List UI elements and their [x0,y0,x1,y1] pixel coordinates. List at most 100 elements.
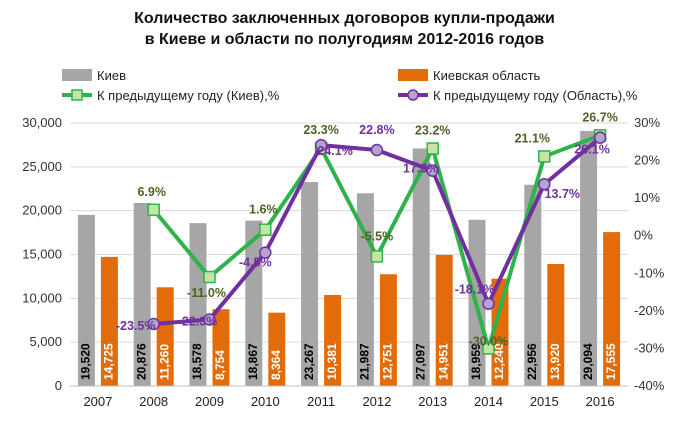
bar-label-oblast: 14,725 [102,343,116,380]
data-label-oblast: 26.1% [574,143,609,157]
y-right-tick-label: -10% [634,265,665,280]
chart-title-line1: Количество заключенных договоров купли-п… [134,10,555,27]
line-series-oblast: -23.5% -22.3% -4.5% 24.1% 22.8% 17.3% -18.1% 13… [116,123,610,333]
point-kiev [426,142,439,155]
bar-label-kiev: 22,956 [525,343,539,380]
data-label-oblast: -23.5% [116,319,156,333]
point-kiev [538,150,551,163]
data-label-kiev: 21.1% [515,131,550,145]
point-oblast [426,164,439,177]
bar-label-oblast: 13,920 [548,343,562,380]
chart-title: Количество заключенных договоров купли-п… [0,8,689,50]
y-axis-right: -40% -30% -20% -10% 0% 10% 20% 30% [634,115,665,393]
point-kiev [370,250,384,263]
bars [77,130,621,386]
y-left-tick-label: 30,000 [22,115,62,130]
x-tick-label: 2007 [83,394,112,409]
chart-title-line2: в Киеве и области по полугодиям 2012-201… [144,31,545,48]
bar-oblast [491,278,509,386]
point-oblast [593,131,607,144]
legend-oblast-label: Киевская область [433,68,541,83]
legend-oblast-swatch [398,69,428,81]
bar-kiev [77,214,95,386]
x-tick-label: 2012 [362,394,391,409]
y-left-tick-label: 10,000 [22,290,62,305]
data-label-kiev: 1.6% [249,203,278,217]
bar-oblast [324,294,342,386]
point-oblast [538,177,551,191]
bar-label-oblast: 8,364 [269,350,283,380]
point-kiev [259,223,272,236]
bar-label-kiev: 23,267 [302,343,316,380]
bar-oblast [212,309,230,386]
y-left-tick-label: 5,000 [29,334,62,349]
bar-label-kiev: 18,578 [190,343,204,380]
bar-label-kiev: 18,959 [469,343,483,380]
bar-label-oblast: 17,555 [604,343,618,380]
bar-label-kiev: 20,876 [134,343,148,380]
data-label-oblast: 24.1% [317,144,352,158]
bar-label-kiev: 18,867 [246,343,260,380]
legend-kiev-label: Киев [97,68,126,83]
data-label-kiev: -11.0% [187,286,226,300]
y-right-tick-label: -40% [634,378,665,393]
bar-label-oblast: 14,951 [436,343,450,380]
data-label-oblast: -18.1% [455,283,495,297]
x-axis: 2007 2008 2009 2010 2011 2012 2013 2014 2015 2016 [83,394,614,409]
bar-label-oblast: 10,381 [325,343,339,380]
data-label-kiev: 26.7% [582,110,617,124]
bar-oblast [435,254,453,386]
point-oblast [314,138,328,152]
legend: Киев Киевская область К предыдущему году (… [62,68,638,103]
y-right-tick-label: 30% [634,115,660,130]
bar-label-oblast: 8,754 [213,350,227,380]
y-left-tick-label: 20,000 [22,203,62,218]
data-label-oblast: 17.3% [403,162,438,176]
data-label-oblast: 13.7% [545,187,580,201]
bar-label-kiev: 21,987 [358,343,372,380]
bar-kiev [580,130,598,386]
bar-label-oblast: 12,751 [381,343,395,380]
point-oblast [482,297,495,310]
legend-kiev-change-label: К предыдущему году (Киев),% [97,88,280,103]
x-tick-label: 2010 [251,394,280,409]
data-label-kiev: 23.3% [303,123,338,137]
data-label-kiev: 23.2% [415,124,450,138]
bar-oblast [603,232,621,386]
y-axis-left: 0 5,000 10,000 15,000 20,000 25,000 30,000 [22,115,62,393]
data-label-kiev: -5.5% [361,229,394,243]
bar-kiev [301,182,319,386]
bar-label-kiev: 19,520 [79,343,93,380]
y-left-tick-label: 25,000 [22,159,62,174]
y-left-tick-label: 15,000 [22,247,62,262]
bar-label-oblast: 11,260 [157,344,171,380]
point-oblast [259,246,272,259]
legend-oblast-change-label: К предыдущему году (Область),% [433,88,638,103]
y-right-tick-label: 0% [634,228,653,243]
bar-kiev [133,202,151,386]
y-right-tick-label: -20% [634,303,665,318]
x-tick-label: 2015 [530,394,559,409]
bar-kiev [524,184,542,386]
point-oblast [147,317,160,331]
bar-oblast [379,274,397,386]
point-kiev [147,203,160,217]
data-label-kiev: -30.0% [469,334,509,348]
legend-oblast-change-swatch-marker [407,89,419,101]
x-tick-label: 2009 [195,394,224,409]
x-tick-label: 2008 [139,394,168,409]
legend-kiev-change-swatch-marker [71,89,83,101]
bar-oblast [268,312,286,386]
bar-label-kiev: 27,097 [413,343,427,380]
y-right-tick-label: 20% [634,153,660,168]
bar-kiev [189,223,207,386]
data-label-oblast: -22.3% [178,314,218,328]
bar-label-oblast: 12,240 [492,343,506,380]
bar-value-labels: 19,520 20,876 18,578 18,867 23,267 21,987 27,0… [79,343,618,380]
x-tick-label: 2016 [586,394,615,409]
x-tick-label: 2014 [474,394,503,409]
point-oblast [203,313,216,326]
y-left-tick-label: 0 [55,378,62,393]
bar-oblast [156,287,174,386]
